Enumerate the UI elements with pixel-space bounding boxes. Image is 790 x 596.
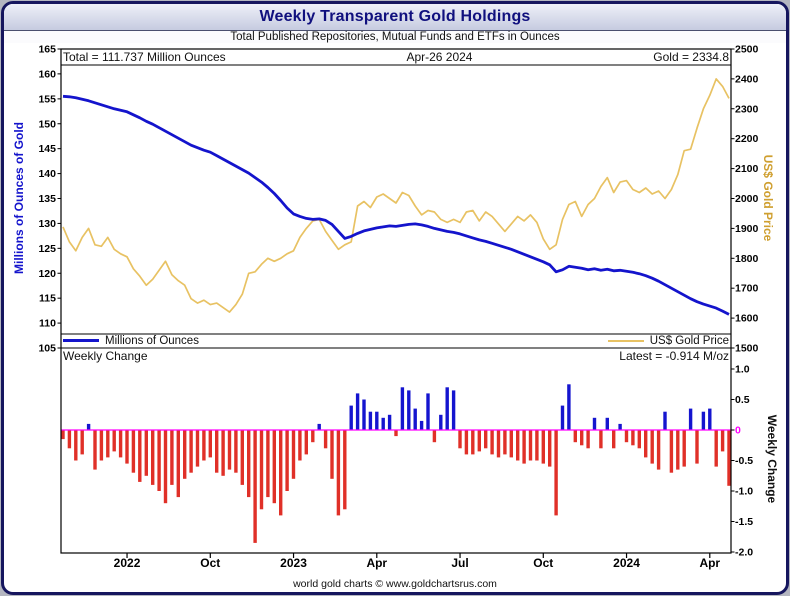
svg-text:2023: 2023 [280,556,307,570]
svg-text:2100: 2100 [735,163,759,175]
svg-text:Oct: Oct [533,556,553,570]
svg-text:115: 115 [39,293,56,305]
footer-credit: world gold charts © www.goldchartsrus.co… [293,578,497,590]
svg-text:1.0: 1.0 [735,364,750,376]
svg-text:1800: 1800 [735,253,759,265]
subtitle-bar: Total Published Repositories, Mutual Fun… [4,31,786,43]
page-title: Weekly Transparent Gold Holdings [259,8,531,25]
svg-text:1700: 1700 [735,283,759,295]
svg-text:2022: 2022 [114,556,141,570]
svg-text:2024: 2024 [613,556,640,570]
svg-text:0: 0 [735,425,741,437]
svg-text:2200: 2200 [735,133,759,145]
svg-text:145: 145 [38,143,56,155]
svg-text:2300: 2300 [735,103,759,115]
svg-text:Oct: Oct [200,556,220,570]
svg-text:-2.0: -2.0 [735,547,753,559]
svg-text:-0.5: -0.5 [735,455,753,467]
svg-text:0.5: 0.5 [735,394,750,406]
svg-text:-1.0: -1.0 [735,486,753,498]
chart-region: 165 160 155 150 145 140 135 130 125 120 115 110 105 2… [4,43,786,577]
svg-text:-1.5: -1.5 [735,516,753,528]
svg-text:165: 165 [38,44,56,56]
svg-text:1500: 1500 [735,343,759,355]
svg-text:155: 155 [38,93,56,105]
svg-text:Jul: Jul [451,556,468,570]
chart-subtitle: Total Published Repositories, Mutual Fun… [230,31,560,43]
title-bar: Weekly Transparent Gold Holdings [4,4,786,31]
svg-text:150: 150 [38,118,56,130]
svg-text:2500: 2500 [735,44,759,56]
svg-text:110: 110 [39,318,56,330]
svg-text:1600: 1600 [735,313,759,325]
svg-text:130: 130 [38,218,56,230]
svg-text:2000: 2000 [735,193,759,205]
svg-text:1900: 1900 [735,223,759,235]
footer-bar: world gold charts © www.goldchartsrus.co… [4,577,786,591]
svg-text:125: 125 [38,243,56,255]
svg-text:2400: 2400 [735,73,759,85]
svg-text:Apr: Apr [699,556,720,570]
svg-text:160: 160 [38,68,56,80]
svg-text:120: 120 [38,268,56,280]
dual-panel-chart-canvas: 165 160 155 150 145 140 135 130 125 120 115 110 105 2… [38,44,759,571]
svg-text:135: 135 [38,193,56,205]
svg-text:105: 105 [38,343,56,355]
svg-text:Apr: Apr [366,556,387,570]
svg-text:140: 140 [38,168,56,180]
